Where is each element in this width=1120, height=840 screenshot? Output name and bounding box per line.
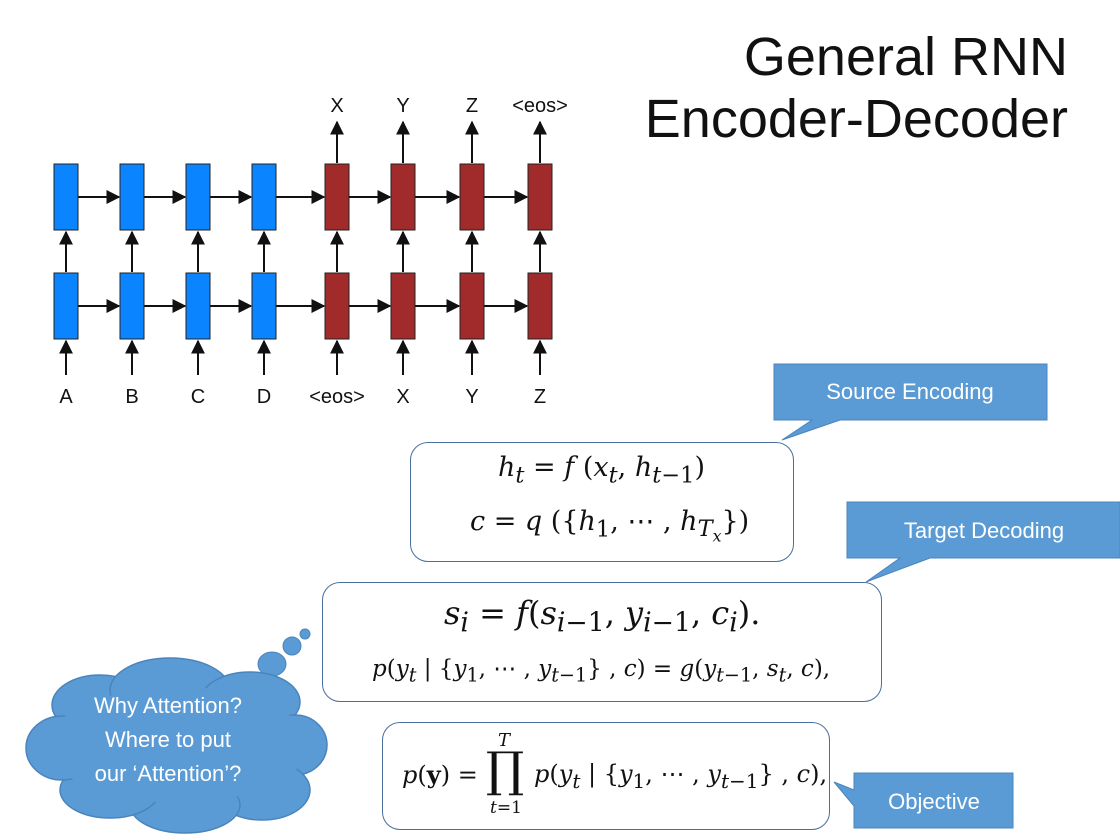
input-label: Z: [534, 386, 546, 408]
source-encoding-label: Source Encoding: [826, 379, 994, 404]
decoder-cell-bottom-8: [527, 272, 553, 340]
input-label: D: [257, 386, 271, 408]
input-label: <eos>: [309, 386, 365, 408]
objective-label: Objective: [888, 789, 980, 814]
encoder-cell-bottom-1: [53, 272, 79, 340]
source-encoding-callout: Source Encoding: [773, 363, 1048, 441]
decoder-cell-top-6: [390, 163, 416, 231]
diagram-labels: A B C D <eos> X X Y Y Z Z <eos>: [59, 95, 567, 408]
decoder-cell-top-7: [459, 163, 485, 231]
source-equation-1: ht = f (xt, ht−1): [498, 452, 705, 489]
thought-line-3: our ‘Attention’?: [95, 761, 242, 786]
output-label: X: [330, 95, 343, 117]
objective-callout: Objective: [833, 772, 1014, 829]
thought-cloud: Why Attention? Where to put our ‘Attenti…: [25, 628, 328, 834]
objective-equation-box: [382, 722, 830, 830]
input-label: A: [59, 386, 73, 408]
decoder-cell-top-8: [527, 163, 553, 231]
target-decoding-callout: Target Decoding: [846, 501, 1120, 583]
title-line-2: Encoder-Decoder: [644, 89, 1068, 149]
title-line-1: General RNN: [743, 27, 1068, 87]
output-label: <eos>: [512, 95, 568, 117]
target-equation-2: p(yt | {y1, ⋯ , yt−1} , c) = g(yt−1, st,…: [372, 656, 831, 687]
output-label: Z: [466, 95, 478, 117]
source-equation-box: [410, 442, 794, 562]
decoder-cell-bottom-7: [459, 272, 485, 340]
encoder-cell-bottom-4: [251, 272, 277, 340]
output-label: Y: [396, 95, 409, 117]
decoder-cell-bottom-5: [324, 272, 350, 340]
encoder-cell-top-2: [119, 163, 145, 231]
target-decoding-label: Target Decoding: [904, 518, 1064, 543]
diagram-cells: [53, 163, 553, 340]
target-equation-box: [322, 582, 882, 702]
thought-line-1: Why Attention?: [94, 693, 242, 718]
input-label: B: [125, 386, 138, 408]
input-label: X: [396, 386, 409, 408]
encoder-cell-top-4: [251, 163, 277, 231]
decoder-cell-bottom-6: [390, 272, 416, 340]
encoder-cell-top-1: [53, 163, 79, 231]
slide-title: General RNN Encoder-Decoder: [645, 26, 1068, 150]
encoder-cell-bottom-3: [185, 272, 211, 340]
encoder-cell-bottom-2: [119, 272, 145, 340]
encoder-cell-top-3: [185, 163, 211, 231]
source-equation-2: c = q ({h1, ⋯ , hTx}): [470, 506, 750, 546]
target-equation-1: si = f(si−1, yi−1, ci).: [444, 594, 761, 639]
decoder-cell-top-5: [324, 163, 350, 231]
input-label: Y: [465, 386, 478, 408]
diagram-arrows: [59, 120, 547, 375]
input-label: C: [191, 386, 205, 408]
thought-line-2: Where to put: [105, 727, 231, 752]
